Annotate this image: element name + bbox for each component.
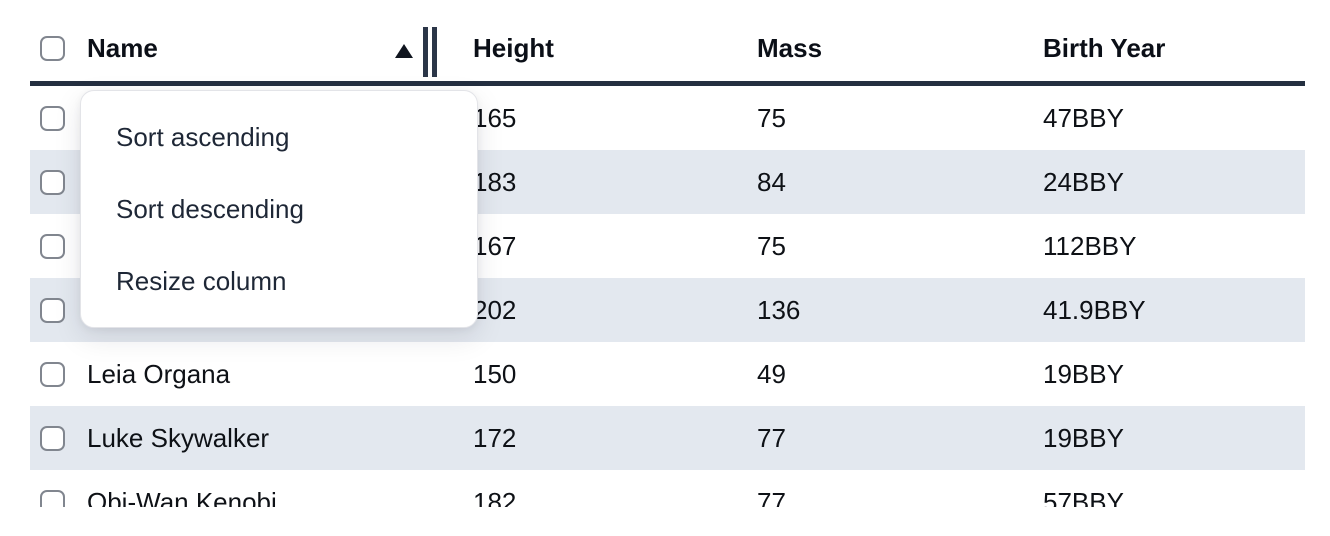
column-header-birth-year-label: Birth Year — [1043, 33, 1166, 63]
row-checkbox[interactable] — [40, 489, 65, 507]
table-row: Luke Skywalker 172 77 19BBY — [30, 406, 1305, 470]
cell-mass: 136 — [757, 294, 801, 325]
menu-item-sort-ascending[interactable]: Sort ascending — [116, 121, 290, 152]
column-header-mass[interactable]: Mass — [757, 33, 1043, 64]
table-row: 165 75 47BBY — [30, 86, 1305, 150]
cell-birth-year: 57BBY — [1043, 486, 1124, 508]
table-row: Leia Organa 150 49 19BBY — [30, 342, 1305, 406]
cell-mass: 49 — [757, 358, 786, 389]
cell-name: Obi-Wan Kenobi — [87, 486, 277, 508]
menu-item-resize-column[interactable]: Resize column — [116, 265, 287, 296]
data-table: Name Height Mass Birth Year 165 75 47BBY — [30, 0, 1305, 507]
cell-name: Luke Skywalker — [87, 422, 270, 453]
cell-height: 183 — [473, 166, 517, 197]
row-checkbox[interactable] — [40, 169, 65, 195]
column-header-name-label: Name — [87, 33, 158, 63]
table-header-row: Name Height Mass Birth Year — [30, 0, 1305, 86]
cell-height: 150 — [473, 358, 517, 389]
cell-birth-year: 24BBY — [1043, 166, 1124, 197]
column-resize-handle-icon[interactable] — [423, 27, 437, 77]
cell-height: 172 — [473, 422, 517, 453]
cell-birth-year: 19BBY — [1043, 422, 1124, 453]
cell-birth-year: 47BBY — [1043, 102, 1124, 133]
cell-mass: 77 — [757, 486, 786, 508]
cell-height: 165 — [473, 102, 517, 133]
cell-mass: 84 — [757, 166, 786, 197]
cell-height: 182 — [473, 486, 517, 508]
column-header-name[interactable]: Name — [87, 33, 473, 64]
cell-height: 167 — [473, 230, 517, 261]
column-header-mass-label: Mass — [757, 33, 823, 63]
select-all-checkbox[interactable] — [40, 36, 65, 61]
row-checkbox[interactable] — [40, 105, 65, 131]
row-checkbox[interactable] — [40, 361, 65, 387]
table-row: 167 75 112BBY — [30, 214, 1305, 278]
table-row: Obi-Wan Kenobi 182 77 57BBY — [30, 470, 1305, 507]
column-header-birth-year[interactable]: Birth Year — [1043, 33, 1305, 64]
sort-ascending-icon — [395, 44, 413, 58]
select-all-cell — [30, 36, 87, 61]
menu-item-sort-descending[interactable]: Sort descending — [116, 193, 304, 224]
cell-mass: 75 — [757, 102, 786, 133]
cell-height: 202 — [473, 294, 517, 325]
row-checkbox[interactable] — [40, 233, 65, 259]
column-header-height[interactable]: Height — [473, 33, 757, 64]
cell-birth-year: 112BBY — [1043, 230, 1137, 261]
cell-birth-year: 41.9BBY — [1043, 294, 1146, 325]
cell-name: Leia Organa — [87, 358, 231, 389]
table-row: 202 136 41.9BBY — [30, 278, 1305, 342]
cell-birth-year: 19BBY — [1043, 358, 1124, 389]
column-header-height-label: Height — [473, 33, 554, 63]
cell-mass: 75 — [757, 230, 786, 261]
row-checkbox[interactable] — [40, 297, 65, 323]
cell-mass: 77 — [757, 422, 786, 453]
column-context-menu: Sort ascending Sort descending Resize co… — [80, 90, 478, 328]
row-checkbox[interactable] — [40, 425, 65, 451]
